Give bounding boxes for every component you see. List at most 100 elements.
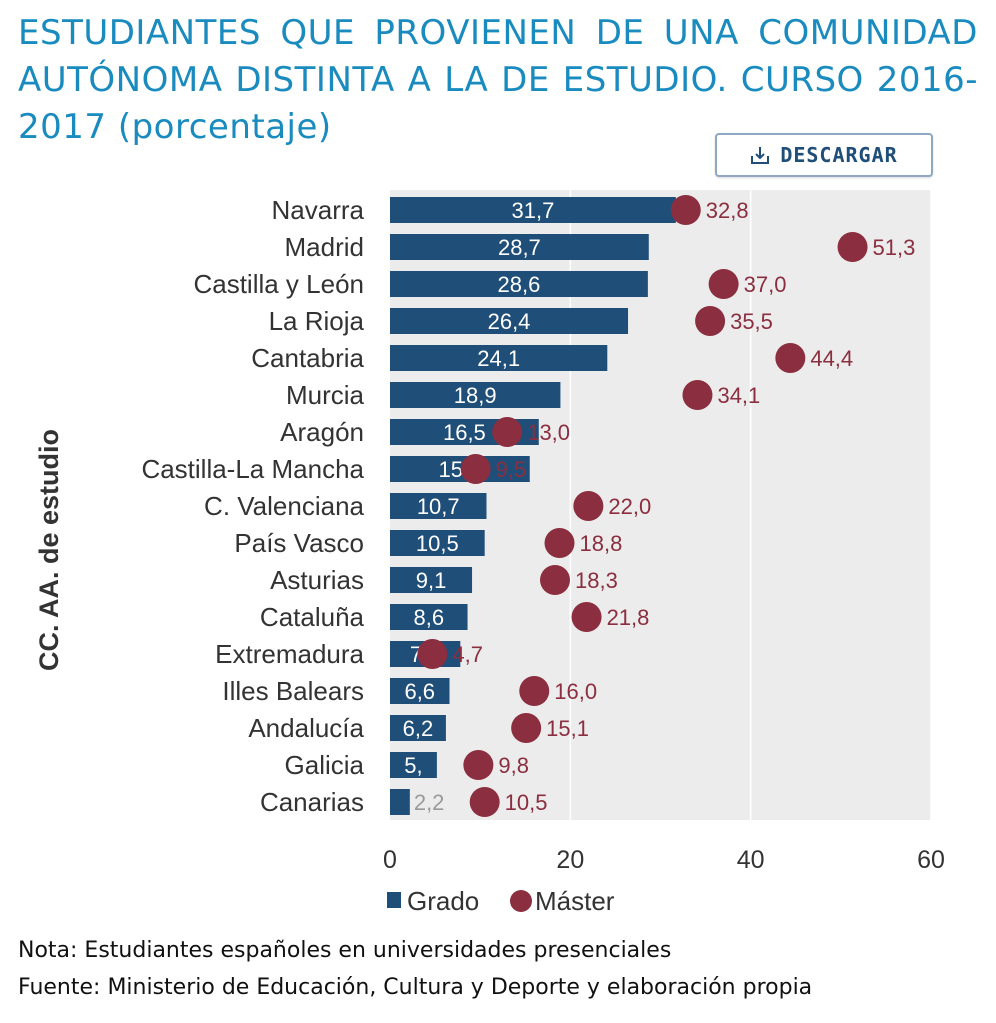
- grado-bar: [390, 715, 446, 741]
- master-value-label: 34,1: [717, 383, 760, 408]
- master-dot: [573, 491, 604, 521]
- master-value-label: 4,7: [452, 642, 483, 667]
- grado-value-label: 31,7: [512, 198, 555, 223]
- grado-value-label: 28,7: [498, 235, 541, 260]
- x-tick-label: 0: [383, 846, 397, 874]
- category-label: Illes Balears: [222, 676, 364, 706]
- legend-grado-label: Grado: [407, 886, 479, 916]
- grado-value-label: 2,2: [414, 790, 445, 815]
- grado-bar: [390, 567, 473, 593]
- master-value-label: 10,5: [505, 790, 548, 815]
- master-dot: [775, 343, 806, 373]
- grado-value-label: 9,1: [416, 568, 447, 593]
- grado-bar: [390, 382, 561, 408]
- chart-note: Nota: Estudiantes españoles en universid…: [18, 938, 672, 963]
- category-label: Murcia: [286, 380, 365, 410]
- master-value-label: 21,8: [607, 605, 650, 630]
- category-label: C. Valenciana: [204, 491, 364, 521]
- download-icon: [751, 147, 770, 164]
- grado-bar: [390, 604, 468, 630]
- grado-bars: 31,728,728,626,424,118,916,515,510,710,5…: [390, 197, 676, 815]
- x-tick-label: 60: [917, 846, 945, 874]
- x-tick-label: 20: [556, 846, 584, 874]
- grado-value-label: 24,1: [477, 346, 520, 371]
- master-dot: [540, 565, 571, 595]
- category-label: País Vasco: [234, 528, 364, 558]
- legend-grado-swatch: [387, 892, 401, 908]
- master-dot: [695, 306, 726, 336]
- master-value-label: 9,8: [498, 753, 529, 778]
- download-button[interactable]: DESCARGAR: [715, 133, 933, 177]
- master-dot: [469, 787, 500, 817]
- master-dot: [463, 750, 494, 780]
- master-value-label: 44,4: [810, 346, 853, 371]
- grado-bar: [390, 234, 649, 260]
- master-value-label: 51,3: [873, 235, 916, 260]
- grado-bar: [390, 789, 410, 815]
- master-value-label: 32,8: [706, 198, 749, 223]
- master-value-label: 37,0: [744, 272, 787, 297]
- grado-value-label: 10,7: [417, 494, 460, 519]
- master-dot: [492, 417, 523, 447]
- grado-value-label: 8,6: [413, 605, 444, 630]
- master-value-label: 22,0: [608, 494, 651, 519]
- legend-master-swatch: [510, 890, 532, 912]
- grado-value-label: 18,9: [454, 383, 497, 408]
- master-dot: [544, 528, 575, 558]
- chart-title: ESTUDIANTES QUE PROVIENEN DE UNA COMUNID…: [18, 13, 978, 147]
- category-label: Extremadura: [215, 639, 364, 669]
- category-label: Asturias: [270, 565, 364, 595]
- chart-source: Fuente: Ministerio de Educación, Cultura…: [18, 975, 813, 1000]
- category-label: Navarra: [272, 195, 365, 225]
- category-label: Galicia: [285, 750, 365, 780]
- master-dot: [837, 232, 868, 262]
- master-dots: 32,8 51,3 37,0 35,5 44,4 34,1 13,09,5 22,0 18,8 1…: [417, 195, 915, 817]
- legend: Grado Máster: [387, 886, 615, 916]
- chart: 31,728,728,626,424,118,916,515,510,710,5…: [34, 190, 945, 916]
- grado-bar: [390, 271, 648, 297]
- category-label: Canarias: [260, 787, 364, 817]
- category-label: La Rioja: [269, 306, 365, 336]
- grado-bar: [390, 493, 487, 519]
- grado-bar: [390, 308, 629, 334]
- master-dot: [417, 639, 448, 669]
- master-dot: [519, 676, 550, 706]
- grado-bar: [390, 197, 676, 223]
- category-label: Castilla-La Mancha: [141, 454, 364, 484]
- master-value-label: 35,5: [730, 309, 773, 334]
- grado-value-label: 6,2: [403, 716, 434, 741]
- grado-value-label: 28,6: [498, 272, 541, 297]
- master-dot: [670, 195, 701, 225]
- master-dot: [511, 713, 542, 743]
- master-value-label: 16,0: [554, 679, 597, 704]
- master-dot: [682, 380, 713, 410]
- category-label: Andalucía: [248, 713, 364, 743]
- master-value-label: 15,1: [546, 716, 589, 741]
- master-value-label: 9,5: [496, 457, 527, 482]
- grado-value-label: 10,5: [416, 531, 459, 556]
- category-label: Madrid: [285, 232, 364, 262]
- category-labels: Navarra Madrid Castilla y León La Rioja Cant…: [141, 195, 364, 817]
- category-label: Aragón: [280, 417, 364, 447]
- grado-bar: [390, 752, 437, 778]
- download-label: DESCARGAR: [780, 143, 898, 167]
- master-value-label: 18,8: [580, 531, 623, 556]
- master-dot: [460, 454, 491, 484]
- master-dot: [708, 269, 739, 299]
- grado-bar: [390, 530, 485, 556]
- master-value-label: 13,0: [527, 420, 570, 445]
- category-label: Cataluña: [260, 602, 365, 632]
- grado-value-label: 16,5: [443, 420, 486, 445]
- master-value-label: 18,3: [575, 568, 618, 593]
- grado-value-label: 5,: [404, 753, 422, 778]
- grado-bar: [390, 456, 530, 482]
- grado-value-label: 6,6: [404, 679, 435, 704]
- master-dot: [571, 602, 602, 632]
- category-label: Castilla y León: [193, 269, 364, 299]
- grado-bar: [390, 345, 608, 371]
- grado-bar: [390, 678, 450, 704]
- x-tick-label: 40: [737, 846, 765, 874]
- y-axis-title: CC. AA. de estudio: [34, 429, 64, 671]
- x-tick-labels: 0 20 40 60: [383, 846, 945, 874]
- grado-value-label: 26,4: [488, 309, 531, 334]
